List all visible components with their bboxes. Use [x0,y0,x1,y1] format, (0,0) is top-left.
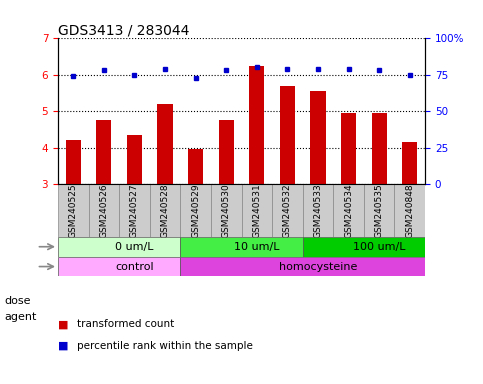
Bar [303,237,425,257]
Bar [119,184,150,237]
Bar [242,184,272,237]
Text: GSM240528: GSM240528 [160,183,170,238]
Bar [402,142,417,184]
Bar [58,257,180,276]
Text: GSM240531: GSM240531 [252,183,261,238]
Bar [311,91,326,184]
Text: 0 um/L: 0 um/L [115,242,154,252]
Bar [211,184,242,237]
Bar [157,104,173,184]
Bar [333,184,364,237]
Text: GSM240529: GSM240529 [191,183,200,238]
Text: GSM240525: GSM240525 [69,183,78,238]
Text: GSM240533: GSM240533 [313,183,323,238]
Text: GSM240535: GSM240535 [375,183,384,238]
Text: percentile rank within the sample: percentile rank within the sample [77,341,253,351]
Bar [180,237,303,257]
Text: 10 um/L: 10 um/L [234,242,280,252]
Text: GSM240848: GSM240848 [405,183,414,238]
Text: transformed count: transformed count [77,319,174,329]
Text: GSM240534: GSM240534 [344,183,353,238]
Bar [188,149,203,184]
Bar [127,135,142,184]
Bar [180,257,425,276]
Bar [341,113,356,184]
Bar [280,86,295,184]
Text: dose: dose [5,296,31,306]
Bar [219,120,234,184]
Text: GSM240530: GSM240530 [222,183,231,238]
Bar [180,184,211,237]
Text: ■: ■ [58,319,69,329]
Bar [272,184,303,237]
Bar [58,237,180,257]
Text: GSM240526: GSM240526 [99,183,108,238]
Text: homocysteine: homocysteine [279,262,357,271]
Text: agent: agent [5,312,37,322]
Bar [96,120,112,184]
Bar [88,184,119,237]
Text: ■: ■ [58,341,69,351]
Bar [150,184,180,237]
Bar [58,184,88,237]
Text: GSM240527: GSM240527 [130,183,139,238]
Text: GDS3413 / 283044: GDS3413 / 283044 [58,23,189,37]
Text: GSM240532: GSM240532 [283,183,292,238]
Bar [303,184,333,237]
Bar [395,184,425,237]
Bar [249,66,265,184]
Bar [371,113,387,184]
Text: control: control [115,262,154,271]
Bar [66,140,81,184]
Bar [364,184,395,237]
Text: 100 um/L: 100 um/L [353,242,405,252]
